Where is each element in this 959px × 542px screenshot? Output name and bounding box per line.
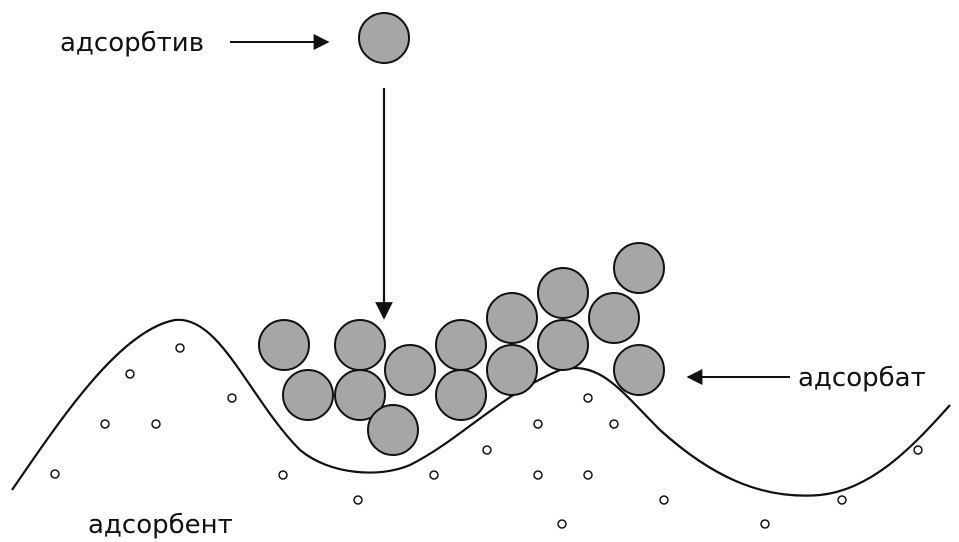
adsorbent-dot	[125, 369, 135, 379]
adsorbent-dot	[353, 495, 363, 505]
adsorbate-particle	[537, 319, 589, 371]
adsorptive-label: адсорбтив	[60, 28, 205, 58]
adsorbate-particles	[258, 242, 665, 456]
adsorbent-label: адсорбент	[88, 510, 233, 540]
adsorbate-particle	[588, 292, 640, 344]
adsorbent-dot	[429, 470, 439, 480]
adsorbent-dot	[837, 495, 847, 505]
adsorbate-particle	[435, 319, 487, 371]
adsorbate-particle	[384, 344, 436, 396]
adsorbent-dot	[50, 469, 60, 479]
adsorbent-dot	[583, 393, 593, 403]
adsorbent-dot	[227, 393, 237, 403]
adsorbent-dot	[913, 445, 923, 455]
adsorbent-surface-curve	[11, 318, 951, 497]
adsorbent-dot	[760, 519, 770, 529]
adsorbent-dot	[278, 470, 288, 480]
adsorbate-particle	[537, 267, 589, 319]
adsorbate-particle	[486, 344, 538, 396]
adsorbate-particle	[435, 369, 487, 421]
adsorbent-dot	[482, 445, 492, 455]
adsorbent-dot	[557, 519, 567, 529]
adsorbent-dot	[583, 470, 593, 480]
adsorbent-dot	[533, 470, 543, 480]
adsorbate-particle	[367, 404, 419, 456]
adsorbent-dot	[609, 419, 619, 429]
adsorbate-particle	[613, 344, 665, 396]
adsorbent-dot	[533, 419, 543, 429]
adsorbate-particle	[486, 292, 538, 344]
adsorptive-particle	[358, 12, 410, 64]
adsorbate-particle	[282, 369, 334, 421]
adsorbate-particle	[334, 319, 386, 371]
adsorbate-particle	[334, 369, 386, 421]
adsorbate-label: адсорбат	[798, 363, 926, 393]
adsorbent-dot	[151, 419, 161, 429]
adsorbent-dot	[659, 495, 669, 505]
adsorbate-particle	[613, 242, 665, 294]
adsorbent-dot	[175, 343, 185, 353]
adsorbate-particle	[258, 319, 310, 371]
adsorbent-dot	[100, 419, 110, 429]
adsorbent-dots	[50, 343, 923, 529]
